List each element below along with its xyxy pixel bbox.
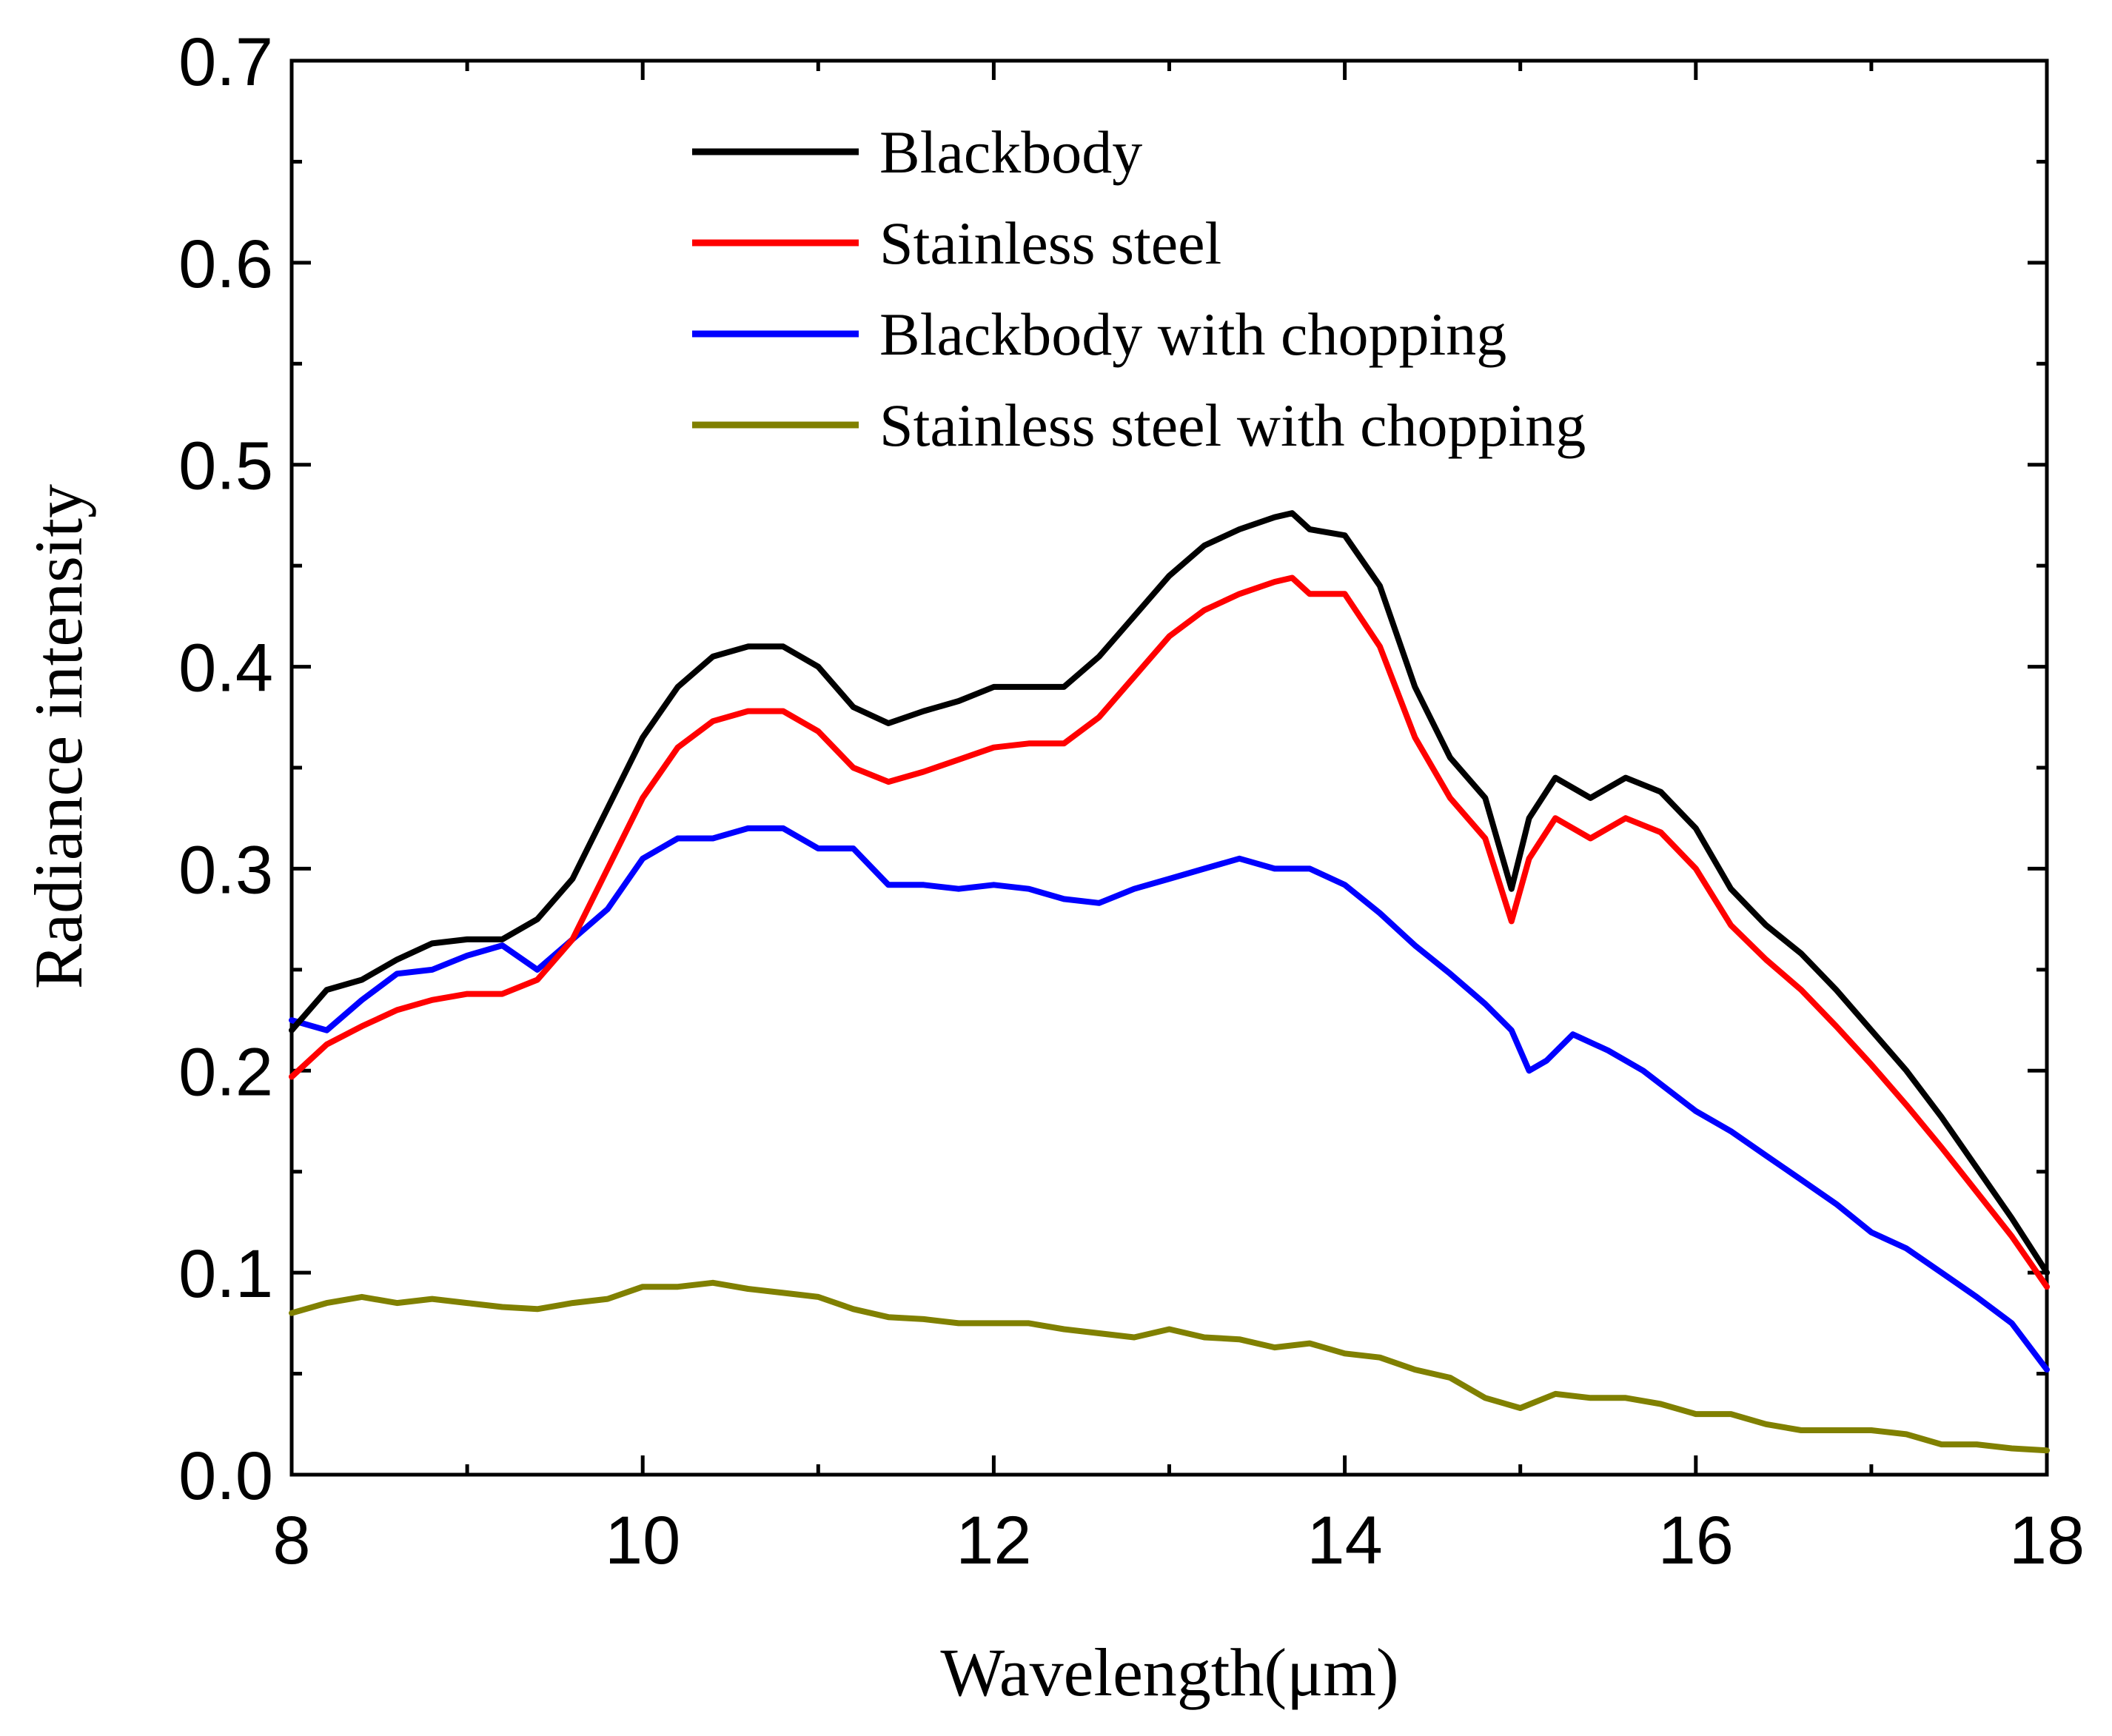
y-tick-label: 0.0	[178, 1438, 273, 1514]
x-tick-label: 8	[272, 1503, 310, 1578]
series-line-stainless-steel-with-chopping	[289, 1279, 2050, 1454]
y-tick-label: 0.4	[178, 631, 273, 706]
x-tick-label: 10	[605, 1503, 680, 1578]
legend-label-stainless-steel-with-chopping: Stainless steel with chopping	[879, 392, 1586, 459]
y-axis-title: Radiance intensity	[21, 484, 96, 989]
y-tick-label: 0.5	[178, 429, 273, 504]
series-lines	[289, 510, 2050, 1454]
x-tick-label: 18	[2009, 1503, 2085, 1578]
series-line-stainless-steel	[289, 574, 2050, 1290]
x-tick-label: 16	[1658, 1503, 1734, 1578]
x-axis-title: Wavelength(μm)	[940, 1635, 1398, 1710]
y-tick-label: 0.3	[178, 832, 273, 908]
y-tick-label: 0.6	[178, 227, 273, 302]
x-tick-label: 14	[1307, 1503, 1382, 1578]
y-tick-label: 0.1	[178, 1236, 273, 1312]
legend-label-blackbody-with-chopping: Blackbody with chopping	[879, 301, 1506, 368]
axis-tick-labels: 8 10 12 14 16 18 0.0 0.1 0.2 0.3 0.4 0.5 0.6 0.7	[178, 24, 2085, 1578]
x-tick-label: 12	[956, 1503, 1031, 1578]
series-line-blackbody-with-chopping	[289, 825, 2050, 1373]
y-tick-label: 0.7	[178, 24, 273, 100]
legend-label-blackbody: Blackbody	[879, 118, 1142, 186]
legend: Blackbody Stainless steel Blackbody with c…	[692, 118, 1586, 459]
legend-label-stainless-steel: Stainless steel	[879, 210, 1221, 277]
axis-ticks	[289, 58, 2049, 1477]
series-line-blackbody	[289, 510, 2050, 1276]
y-tick-label: 0.2	[178, 1034, 273, 1110]
